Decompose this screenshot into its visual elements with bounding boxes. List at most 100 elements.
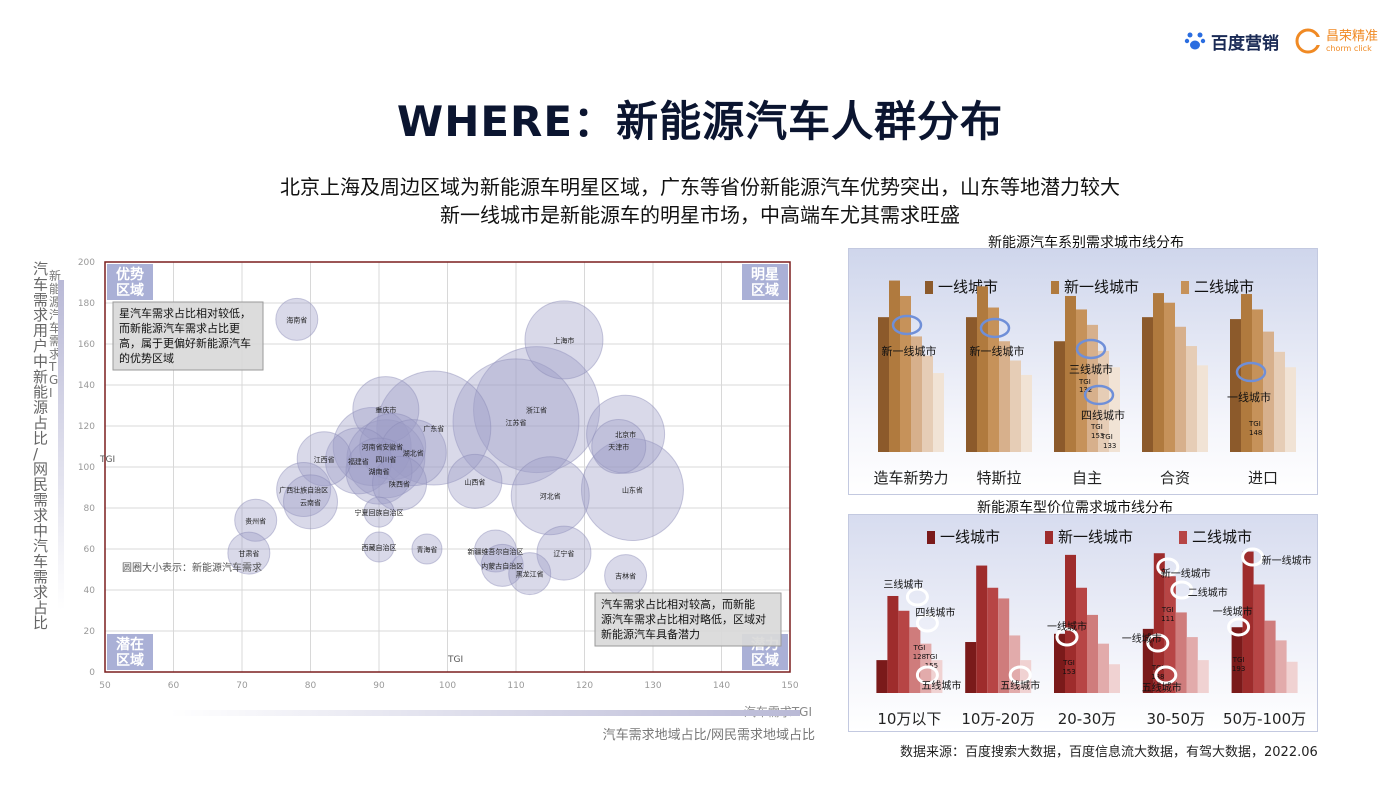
legend-swatch — [1051, 281, 1059, 294]
annotation-tgi: TGI — [913, 644, 926, 652]
annotation-label: 新一线城市 — [970, 344, 1025, 358]
bubble-label: 山东省 — [622, 486, 643, 495]
bubble — [524, 300, 604, 380]
bar — [999, 341, 1010, 452]
bar — [1087, 324, 1098, 452]
y-tick-label: 140 — [78, 381, 95, 391]
annotation-tgi: TGI — [1161, 606, 1174, 614]
legend-swatch — [927, 531, 935, 544]
highlight-ring — [979, 317, 1011, 339]
annotation-label: 五线城市 — [1000, 679, 1040, 692]
bar — [1164, 576, 1176, 693]
annotation-label: 一线城市 — [1227, 390, 1271, 404]
bar — [1109, 367, 1120, 452]
bubble — [591, 419, 647, 474]
bar — [1197, 660, 1209, 693]
note-potential-line: 源汽车需求占比相对略低，区域对 — [601, 612, 766, 626]
quadrant-bottom-right-label-2: 区域 — [751, 652, 779, 669]
bar — [1153, 293, 1164, 452]
y-tick-label: 80 — [84, 504, 96, 514]
legend-swatch — [925, 281, 933, 294]
bar — [1197, 365, 1208, 452]
highlight-ring — [1008, 665, 1032, 685]
annotation-tgi: 111 — [1161, 615, 1174, 623]
quadrant-top-right-label-1: 明星 — [751, 267, 779, 283]
legend-label: 一线城市 — [938, 278, 998, 296]
highlight-ring — [915, 665, 939, 685]
highlight-ring — [1235, 361, 1267, 383]
annotation-label: 一线城市 — [1122, 632, 1162, 645]
bar — [1009, 635, 1021, 693]
annotation-tgi: 128 — [913, 653, 926, 661]
quadrant-bottom-left-label-1: 潜在 — [116, 636, 144, 653]
bubble-label: 宁夏回族自治区 — [355, 508, 404, 517]
bubble-label: 广东省 — [423, 424, 444, 433]
bar — [987, 587, 999, 693]
bubble — [473, 529, 517, 573]
annotation-label: 新一线城市 — [1262, 554, 1312, 567]
quadrant-top-right-box — [742, 264, 788, 300]
bubble — [586, 394, 666, 474]
legend-swatch — [1045, 531, 1053, 544]
bar — [878, 317, 889, 452]
y-axis-arrow — [58, 280, 64, 610]
bar — [876, 660, 888, 693]
subtitle-line-2: 新一线城市是新能源车的明星市场，中高端车尤其需求旺盛 — [440, 203, 960, 227]
bubble-label: 青海省 — [416, 545, 437, 554]
bar — [1065, 554, 1076, 693]
bubble-label: 辽宁省 — [553, 549, 574, 558]
bar — [1054, 341, 1065, 452]
highlight-ring — [1241, 547, 1265, 567]
note-advantage-line: 星汽车需求占比相对较低， — [119, 306, 251, 320]
bar — [1253, 584, 1265, 693]
annotation-label: 五线城市 — [1142, 681, 1182, 694]
bar — [1142, 628, 1154, 693]
scatter-chart: 50 60 70 80 90 100 110 120 130 140 150 0 20 40 60 80 100… — [33, 258, 815, 743]
annotation-tgi: TGI — [1078, 378, 1091, 386]
bubble — [508, 552, 552, 596]
bar — [887, 595, 899, 693]
bubble-label: 贵州省 — [245, 516, 266, 525]
annotation-tgi: 155 — [925, 662, 938, 670]
quadrant-bottom-left-box — [107, 634, 153, 670]
bar — [998, 598, 1010, 693]
bubble-label: 黑龙江省 — [516, 570, 544, 579]
quadrant-top-left-label-1: 优势 — [116, 266, 144, 283]
bubble-label: 西藏自治区 — [362, 543, 397, 552]
bubble — [234, 498, 278, 542]
baidu-logo: 百度营销 — [1184, 29, 1279, 54]
bar — [1020, 660, 1032, 693]
highlight-ring — [1156, 557, 1180, 577]
annotation-tgi: 138 — [1151, 673, 1164, 681]
bar — [1153, 553, 1165, 693]
x-tick-label: 50 — [99, 681, 111, 691]
highlight-ring — [905, 587, 929, 607]
annotation-tgi: TGI — [1062, 659, 1075, 667]
highlight-ring — [915, 613, 939, 633]
category-label: 50万-100万 — [1223, 710, 1306, 728]
quadrant-top-right-label-2: 区域 — [751, 282, 779, 299]
bar — [1264, 620, 1276, 693]
note-advantage-line: 高，属于更偏好新能源汽车 — [119, 336, 251, 350]
bubble-label: 北京市 — [615, 430, 636, 439]
bubble — [275, 297, 319, 341]
data-source: 数据来源：百度搜索大数据，百度信息流大数据，有驾大数据，2022.06 — [900, 745, 1318, 760]
highlight-ring — [1170, 580, 1194, 600]
bar-chart-2-title: 新能源车型价位需求城市线分布 — [977, 500, 1173, 516]
x-tick-label: 100 — [439, 681, 456, 691]
subtitle-line-1: 北京上海及周边区域为新能源车明星区域，广东等省份新能源汽车优势突出，山东等地潜力… — [280, 175, 1120, 199]
annotation-label: 三线城市 — [1069, 362, 1113, 376]
bar — [1098, 350, 1109, 452]
baidu-paw-icon — [1184, 32, 1206, 50]
plot-border — [104, 261, 791, 673]
changrong-logo: 昌荣精准 chorm click — [1295, 28, 1378, 54]
category-label: 10万-20万 — [961, 710, 1035, 728]
note-advantage-line: 的优势区域 — [119, 351, 174, 365]
bubble-label: 甘肃省 — [238, 549, 259, 558]
annotation-label: 一线城市 — [1047, 620, 1087, 633]
category-label: 10万以下 — [877, 710, 941, 728]
note-advantage-line: 而新能源汽车需求占比更 — [119, 321, 240, 335]
quadrant-bottom-left-label-2: 区域 — [116, 652, 144, 669]
highlight-ring — [1075, 338, 1107, 360]
highlight-ring — [891, 314, 923, 336]
